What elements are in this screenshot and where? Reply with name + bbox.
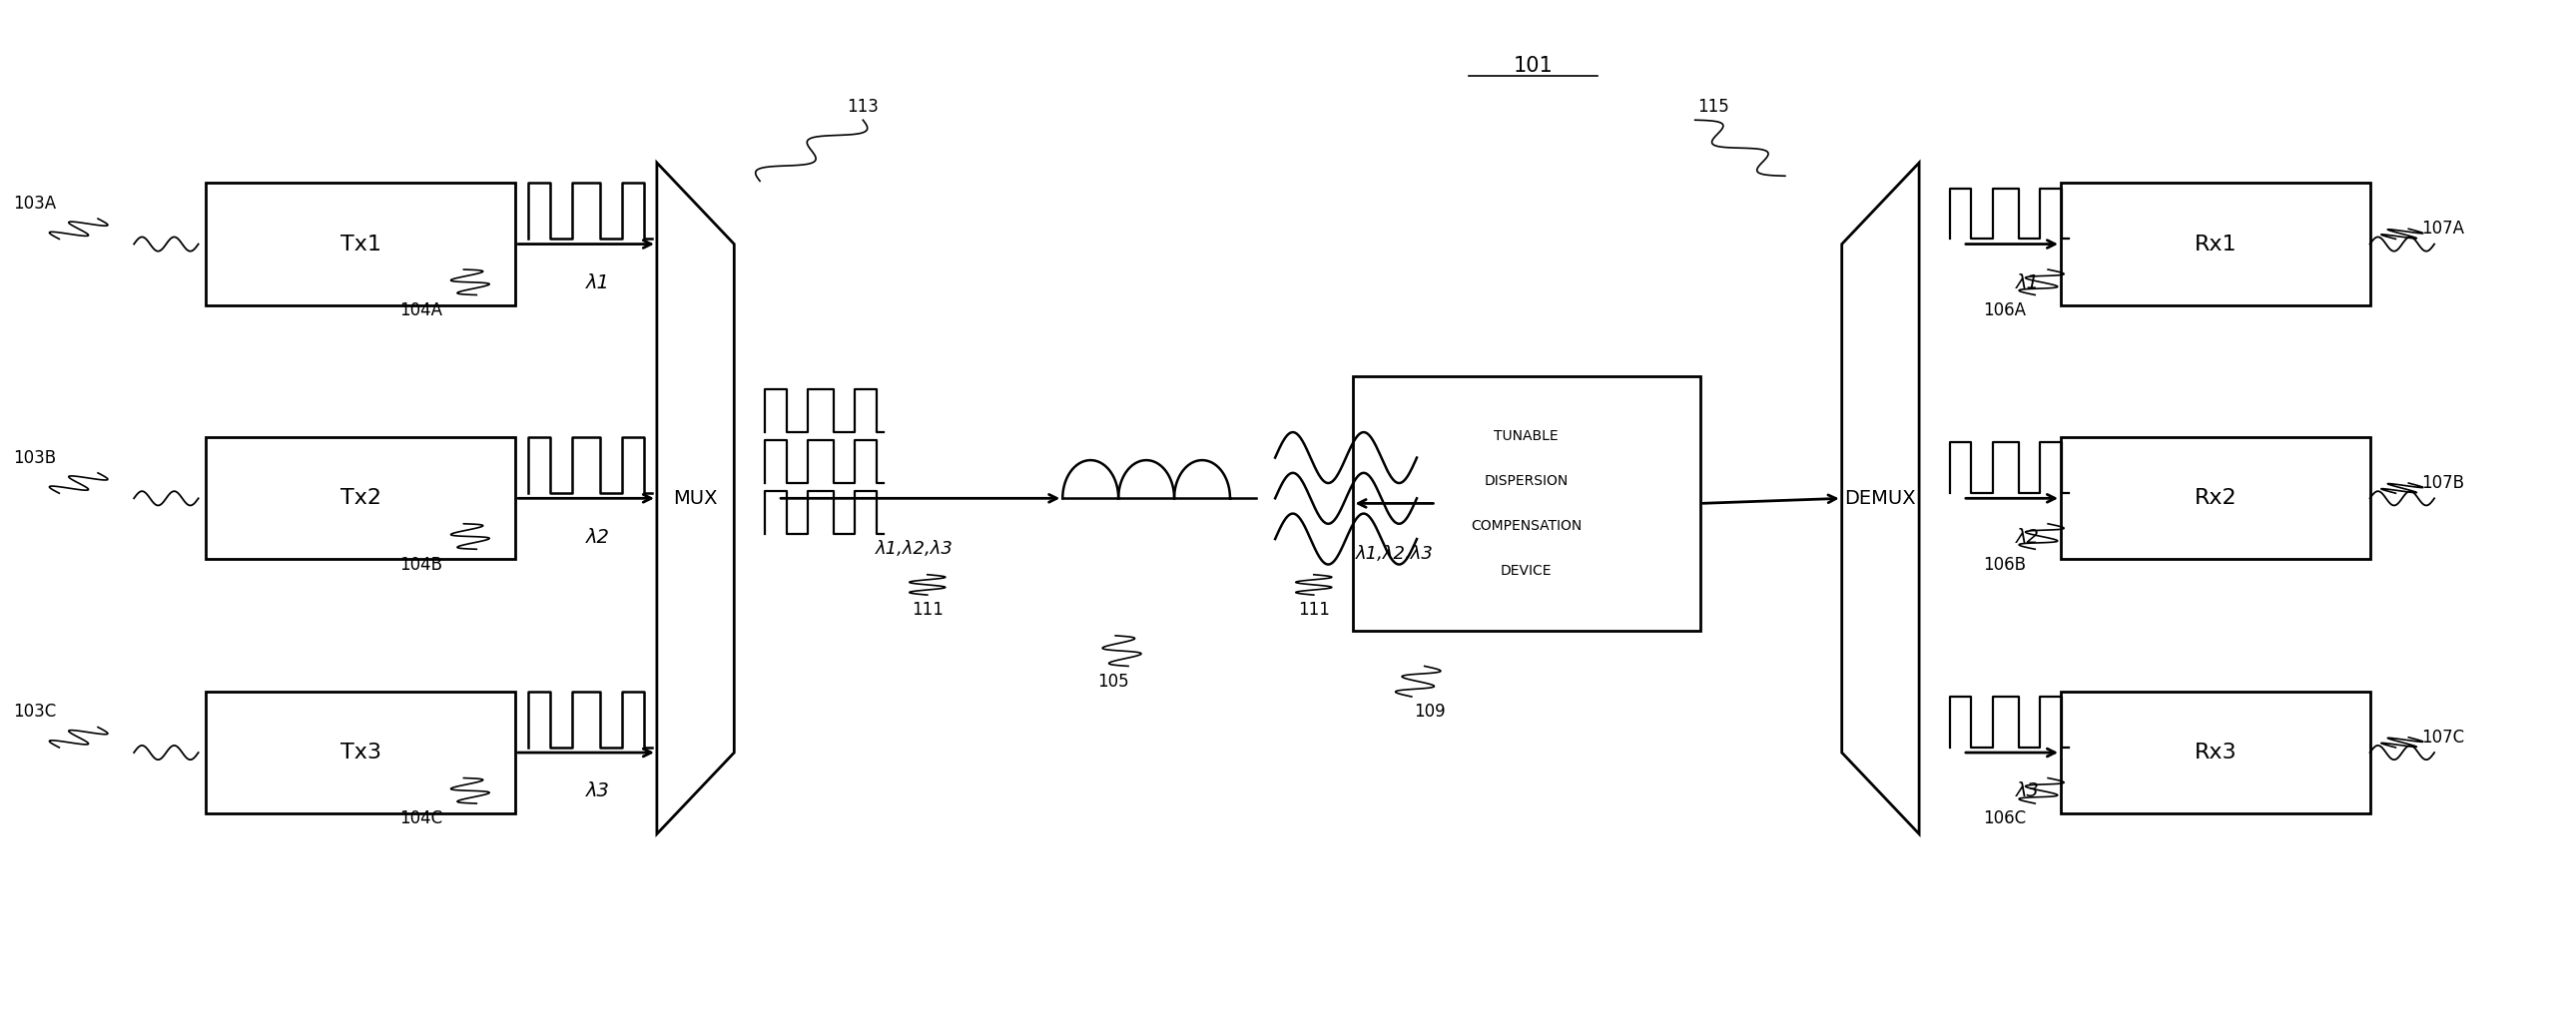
Text: 113: 113 xyxy=(848,98,878,116)
Text: 111: 111 xyxy=(912,601,943,619)
Text: λ1: λ1 xyxy=(2014,274,2040,292)
Text: 103A: 103A xyxy=(13,194,57,213)
Text: 107C: 107C xyxy=(2421,728,2465,746)
Text: λ3: λ3 xyxy=(2014,782,2040,800)
Text: 104B: 104B xyxy=(399,555,443,574)
Bar xyxy=(206,437,515,559)
Text: λ3: λ3 xyxy=(585,782,611,800)
Text: 103C: 103C xyxy=(13,703,57,721)
Text: λ1: λ1 xyxy=(585,274,611,292)
Text: 103B: 103B xyxy=(13,448,57,467)
Text: Rx1: Rx1 xyxy=(2195,234,2236,254)
Bar xyxy=(2061,692,2370,814)
Bar xyxy=(2061,183,2370,305)
Text: DEVICE: DEVICE xyxy=(1502,563,1551,578)
Text: 104A: 104A xyxy=(399,301,443,319)
Text: 107A: 107A xyxy=(2421,220,2465,238)
Text: 104C: 104C xyxy=(399,810,443,828)
Text: TUNABLE: TUNABLE xyxy=(1494,429,1558,443)
Text: Rx2: Rx2 xyxy=(2195,488,2236,508)
Text: DEMUX: DEMUX xyxy=(1844,489,1917,507)
Text: 105: 105 xyxy=(1097,672,1128,691)
Text: Tx3: Tx3 xyxy=(340,742,381,763)
Text: λ1,λ2,λ3: λ1,λ2,λ3 xyxy=(876,540,953,558)
Text: 115: 115 xyxy=(1698,98,1728,116)
Text: MUX: MUX xyxy=(672,489,719,507)
Text: λ2: λ2 xyxy=(2014,528,2040,546)
Text: DISPERSION: DISPERSION xyxy=(1484,474,1569,488)
Text: 107B: 107B xyxy=(2421,474,2465,492)
Text: λ1,λ2,λ3: λ1,λ2,λ3 xyxy=(1355,545,1432,563)
Text: 101: 101 xyxy=(1512,56,1553,76)
Text: λ2: λ2 xyxy=(585,528,611,546)
Bar xyxy=(1352,376,1700,631)
Text: 109: 109 xyxy=(1414,703,1445,721)
Bar xyxy=(2061,437,2370,559)
Text: COMPENSATION: COMPENSATION xyxy=(1471,519,1582,533)
Text: Rx3: Rx3 xyxy=(2195,742,2236,763)
Text: Tx2: Tx2 xyxy=(340,488,381,508)
Text: 106B: 106B xyxy=(1984,555,2027,574)
Bar xyxy=(206,692,515,814)
Text: 111: 111 xyxy=(1298,601,1329,619)
Text: 106C: 106C xyxy=(1984,810,2027,828)
Text: 106A: 106A xyxy=(1984,301,2027,319)
Bar xyxy=(206,183,515,305)
Text: Tx1: Tx1 xyxy=(340,234,381,254)
